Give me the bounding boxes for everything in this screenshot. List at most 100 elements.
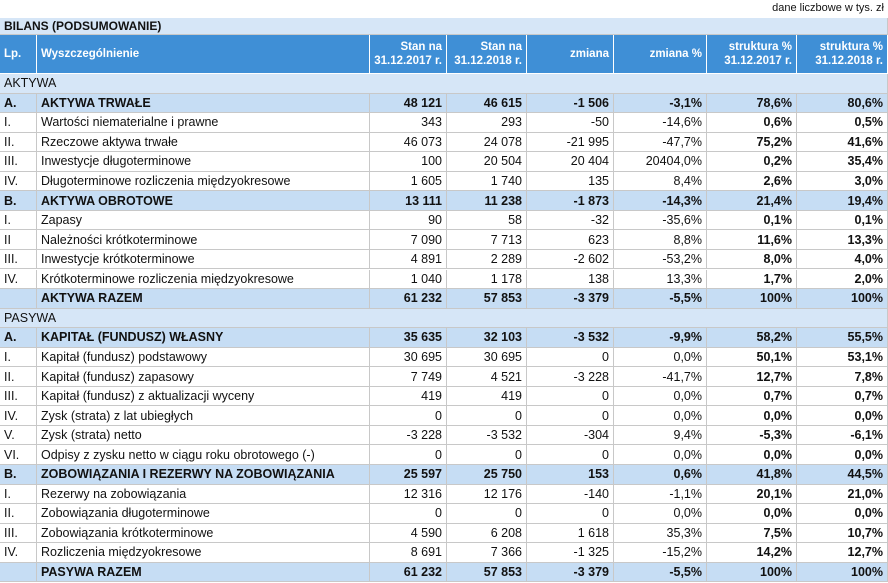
group-row-cell: 25 750 <box>447 465 527 485</box>
item-row-cell: 8,4% <box>614 171 707 192</box>
group-row-cell: 153 <box>527 465 614 485</box>
item-row-cell: 0 <box>370 504 447 524</box>
header-text: 31.12.2018 r. <box>815 55 883 67</box>
item-row-cell: Kapitał (fundusz) z aktualizacji wyceny <box>37 386 370 407</box>
item-row-cell: II. <box>0 504 37 524</box>
header-text: Stan na <box>400 41 442 53</box>
group-row-cell: 19,4% <box>797 191 888 211</box>
header-cell: Wyszczególnienie <box>37 35 370 74</box>
item-row-cell: 30 695 <box>370 347 447 368</box>
header-text: zmiana <box>570 48 609 60</box>
total-row-cell: -5,5% <box>614 562 707 583</box>
item-row-cell: 0,2% <box>707 152 797 172</box>
item-row-cell: -14,6% <box>614 113 707 133</box>
item-row-cell: 13,3% <box>797 230 888 250</box>
item-row-cell: 0,1% <box>797 210 888 231</box>
item-row-cell: 3,0% <box>797 171 888 192</box>
header-cell: Lp. <box>0 35 37 74</box>
group-row-cell: 55,5% <box>797 328 888 348</box>
note: dane liczbowe w tys. zł <box>772 2 884 14</box>
item-row-cell: 135 <box>527 171 614 192</box>
item-row-cell: 75,2% <box>707 132 797 153</box>
group-row-cell: 44,5% <box>797 465 888 485</box>
header-cell: struktura % 31.12.2017 r. <box>707 35 797 74</box>
item-row-cell: 9,4% <box>614 425 707 446</box>
item-row-cell: 8,8% <box>614 230 707 250</box>
item-row-cell: IV. <box>0 406 37 426</box>
item-row-cell: 7 366 <box>447 543 527 563</box>
item-row-cell: 10,7% <box>797 523 888 544</box>
item-row-cell: 419 <box>447 386 527 407</box>
item-row-cell: 0 <box>527 504 614 524</box>
group-row-cell: A. <box>0 93 37 114</box>
item-row-cell: 0,0% <box>614 445 707 465</box>
item-row-cell: 13,3% <box>614 269 707 290</box>
group-row-cell: AKTYWA TRWAŁE <box>37 93 370 114</box>
header-text: struktura % <box>819 41 883 53</box>
item-row-cell: -47,7% <box>614 132 707 153</box>
item-row-cell: 12 176 <box>447 484 527 505</box>
item-row-cell: Odpisy z zysku netto w ciągu roku obroto… <box>37 445 370 465</box>
item-row-cell: 0,7% <box>707 386 797 407</box>
item-row-cell: 11,6% <box>707 230 797 250</box>
item-row-cell: -140 <box>527 484 614 505</box>
item-row-cell: Inwestycje krótkoterminowe <box>37 249 370 270</box>
item-row-cell: I. <box>0 210 37 231</box>
group-row-cell: 0,6% <box>614 465 707 485</box>
item-row-cell: 623 <box>527 230 614 250</box>
item-row-cell: Rzeczowe aktywa trwałe <box>37 132 370 153</box>
item-row-cell: 90 <box>370 210 447 231</box>
item-row-cell: -304 <box>527 425 614 446</box>
item-row-cell: -2 602 <box>527 249 614 270</box>
total-row-cell: PASYWA RAZEM <box>37 562 370 583</box>
item-row-cell: V. <box>0 425 37 446</box>
item-row-cell: Zysk (strata) z lat ubiegłych <box>37 406 370 426</box>
group-row-cell: 78,6% <box>707 93 797 114</box>
total-row-cell-blank <box>0 562 37 583</box>
item-row-cell: 53,1% <box>797 347 888 368</box>
header-text: 31.12.2017 r. <box>374 55 442 67</box>
item-row-cell: 0 <box>527 406 614 426</box>
item-row-cell: 2,0% <box>797 269 888 290</box>
item-row-cell: 0 <box>370 406 447 426</box>
item-row-cell: Zobowiązania długoterminowe <box>37 504 370 524</box>
item-row-cell: 0 <box>447 445 527 465</box>
item-row-cell: 7,8% <box>797 367 888 387</box>
group-row-cell: ZOBOWIĄZANIA I REZERWY NA ZOBOWIĄZANIA <box>37 465 370 485</box>
item-row-cell: -41,7% <box>614 367 707 387</box>
group-row-cell: -1 873 <box>527 191 614 211</box>
item-row-cell: 8,0% <box>707 249 797 270</box>
item-row-cell: Wartości niematerialne i prawne <box>37 113 370 133</box>
item-row-cell: 35,3% <box>614 523 707 544</box>
item-row-cell: 0 <box>527 445 614 465</box>
item-row-cell: 138 <box>527 269 614 290</box>
item-row-cell: 58 <box>447 210 527 231</box>
item-row-cell: 20 404 <box>527 152 614 172</box>
item-row-cell: 1 040 <box>370 269 447 290</box>
item-row-cell: 2,6% <box>707 171 797 192</box>
item-row-cell: 0,6% <box>707 113 797 133</box>
table-title: BILANS (PODSUMOWANIE) <box>0 18 888 35</box>
item-row-cell: 1 178 <box>447 269 527 290</box>
item-row-cell: 20 504 <box>447 152 527 172</box>
item-row-cell: 0 <box>527 347 614 368</box>
item-row-cell: 4 590 <box>370 523 447 544</box>
item-row-cell: -3 532 <box>447 425 527 446</box>
item-row-cell: 1,7% <box>707 269 797 290</box>
total-row-cell: 61 232 <box>370 289 447 309</box>
total-row-cell: 100% <box>797 562 888 583</box>
group-row-cell: -3,1% <box>614 93 707 114</box>
item-row-cell: -1 325 <box>527 543 614 563</box>
item-row-cell: Rozliczenia międzyokresowe <box>37 543 370 563</box>
item-row-cell: 100 <box>370 152 447 172</box>
section-title: PASYWA <box>0 308 888 329</box>
item-row-cell: 12 316 <box>370 484 447 505</box>
header-text: struktura % <box>728 41 792 53</box>
total-row-cell: -5,5% <box>614 289 707 309</box>
item-row-cell: Zapasy <box>37 210 370 231</box>
item-row-cell: Inwestycje długoterminowe <box>37 152 370 172</box>
group-row-cell: -1 506 <box>527 93 614 114</box>
group-row-cell: 80,6% <box>797 93 888 114</box>
group-row-cell: 46 615 <box>447 93 527 114</box>
